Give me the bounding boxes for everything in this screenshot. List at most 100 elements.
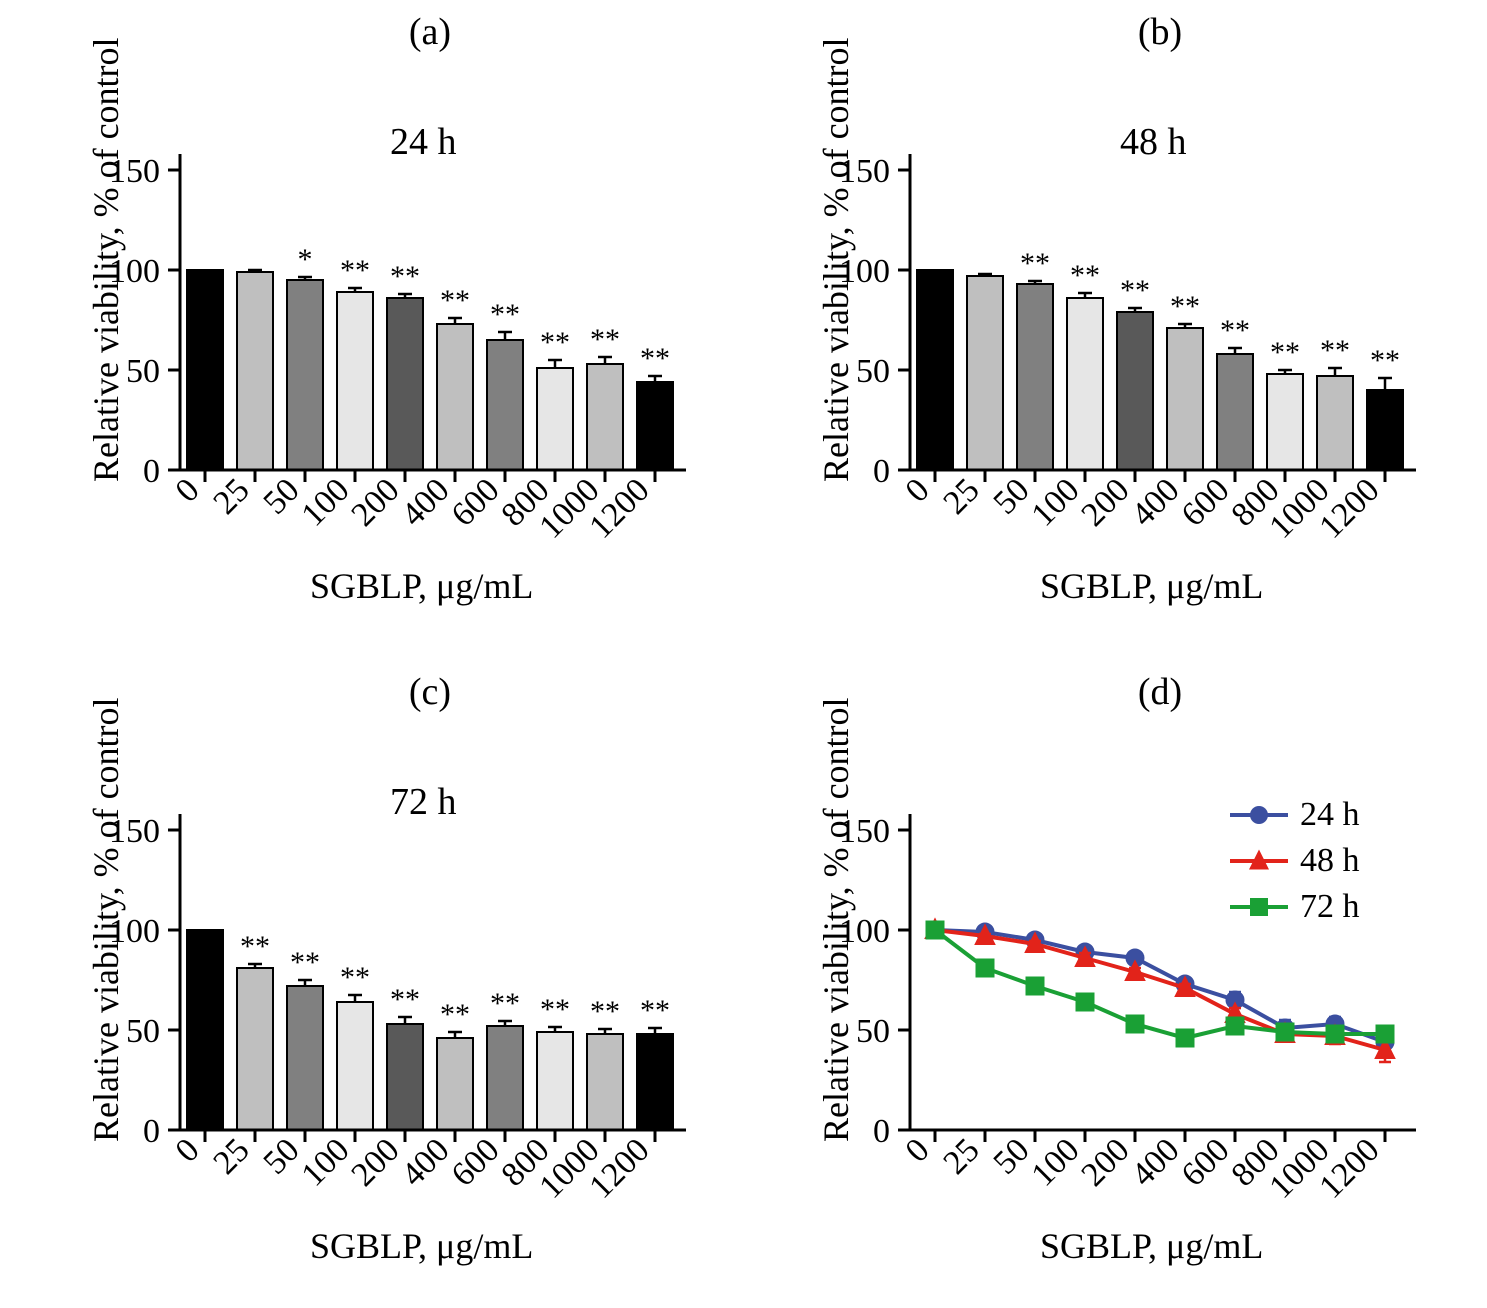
x-axis-label: SGBLP, μg/mL — [310, 565, 533, 607]
panel-b: (b)48 hRelative viability, % of controlS… — [790, 60, 1430, 600]
x-axis-label: SGBLP, μg/mL — [1040, 565, 1263, 607]
marker-square — [1076, 993, 1094, 1011]
svg-text:25: 25 — [936, 1131, 986, 1181]
bar — [1067, 298, 1103, 470]
legend-item: 48 h — [1230, 842, 1360, 880]
x-axis-label: SGBLP, μg/mL — [1040, 1225, 1263, 1267]
bar — [437, 1038, 473, 1130]
svg-text:50: 50 — [126, 353, 160, 390]
svg-text:1200: 1200 — [1312, 1131, 1386, 1205]
bar-chart: ***************0501001500255010020040060… — [60, 60, 700, 600]
bar — [437, 324, 473, 470]
bar — [237, 272, 273, 470]
bar — [337, 292, 373, 470]
significance-marker: * — [298, 243, 313, 276]
bar — [1317, 376, 1353, 470]
bar — [637, 382, 673, 470]
panel-letter: (c) — [400, 670, 460, 714]
significance-marker: ** — [1120, 274, 1150, 307]
svg-text:0: 0 — [168, 1131, 206, 1169]
svg-text:50: 50 — [986, 471, 1036, 521]
y-axis-label: Relative viability, % of control — [85, 37, 127, 482]
bar — [587, 1034, 623, 1130]
bar — [287, 986, 323, 1130]
marker-square — [926, 921, 944, 939]
panel-c: (c)72 hRelative viability, % of controlS… — [60, 720, 700, 1260]
marker-square — [1176, 1029, 1194, 1047]
marker-square — [1326, 1025, 1344, 1043]
svg-text:0: 0 — [873, 453, 890, 490]
significance-marker: ** — [490, 987, 520, 1020]
significance-marker: ** — [540, 993, 570, 1026]
significance-marker: ** — [390, 983, 420, 1016]
marker-square — [1226, 1017, 1244, 1035]
svg-text:0: 0 — [898, 1131, 936, 1169]
marker-square — [976, 959, 994, 977]
bar — [917, 270, 953, 470]
bar-chart: ******************0501001500255010020040… — [60, 720, 700, 1260]
svg-text:50: 50 — [126, 1013, 160, 1050]
svg-text:25: 25 — [206, 1131, 256, 1181]
svg-text:50: 50 — [986, 1131, 1036, 1181]
legend-line-icon — [1230, 859, 1288, 863]
bar — [387, 298, 423, 470]
legend-label: 24 h — [1300, 796, 1360, 834]
bar — [337, 1002, 373, 1130]
bar — [1217, 354, 1253, 470]
significance-marker: ** — [240, 930, 270, 963]
legend-label: 48 h — [1300, 842, 1360, 880]
bar — [1017, 284, 1053, 470]
bar — [537, 368, 573, 470]
bar — [537, 1032, 573, 1130]
panel-letter: (b) — [1130, 10, 1190, 54]
panel-letter: (a) — [400, 10, 460, 54]
marker-square — [1376, 1025, 1394, 1043]
significance-marker: ** — [1020, 247, 1050, 280]
time-title: 48 h — [1120, 120, 1187, 164]
legend-line-icon — [1230, 905, 1288, 909]
panel-d: (d)Relative viability, % of controlSGBLP… — [790, 720, 1430, 1260]
bar — [637, 1034, 673, 1130]
panel-a: (a)24 hRelative viability, % of controlS… — [60, 60, 700, 600]
bar — [587, 364, 623, 470]
svg-text:0: 0 — [898, 471, 936, 509]
svg-text:50: 50 — [856, 353, 890, 390]
bar — [237, 968, 273, 1130]
marker-square — [1276, 1023, 1294, 1041]
svg-text:0: 0 — [873, 1113, 890, 1150]
legend-line-icon — [1230, 813, 1288, 817]
significance-marker: ** — [540, 326, 570, 359]
bar — [187, 270, 223, 470]
significance-marker: ** — [340, 961, 370, 994]
series-line — [935, 930, 1385, 1038]
time-title: 24 h — [390, 120, 457, 164]
significance-marker: ** — [1070, 259, 1100, 292]
significance-marker: ** — [490, 298, 520, 331]
bar — [487, 1026, 523, 1130]
significance-marker: ** — [340, 254, 370, 287]
y-axis-label: Relative viability, % of control — [815, 697, 857, 1142]
significance-marker: ** — [590, 323, 620, 356]
bar — [1267, 374, 1303, 470]
bar — [1117, 312, 1153, 470]
svg-text:50: 50 — [256, 471, 306, 521]
legend-item: 24 h — [1230, 796, 1360, 834]
bar — [967, 276, 1003, 470]
x-axis-label: SGBLP, μg/mL — [310, 1225, 533, 1267]
significance-marker: ** — [1220, 314, 1250, 347]
svg-text:25: 25 — [206, 471, 256, 521]
time-title: 72 h — [390, 780, 457, 824]
svg-text:1200: 1200 — [582, 471, 656, 545]
bar — [387, 1024, 423, 1130]
svg-text:0: 0 — [168, 471, 206, 509]
marker-square — [1026, 977, 1044, 995]
svg-text:1200: 1200 — [582, 1131, 656, 1205]
significance-marker: ** — [1270, 336, 1300, 369]
y-axis-label: Relative viability, % of control — [815, 37, 857, 482]
significance-marker: ** — [1370, 344, 1400, 377]
svg-text:50: 50 — [856, 1013, 890, 1050]
svg-text:1200: 1200 — [1312, 471, 1386, 545]
svg-text:50: 50 — [256, 1131, 306, 1181]
y-axis-label: Relative viability, % of control — [85, 697, 127, 1142]
bar — [487, 340, 523, 470]
